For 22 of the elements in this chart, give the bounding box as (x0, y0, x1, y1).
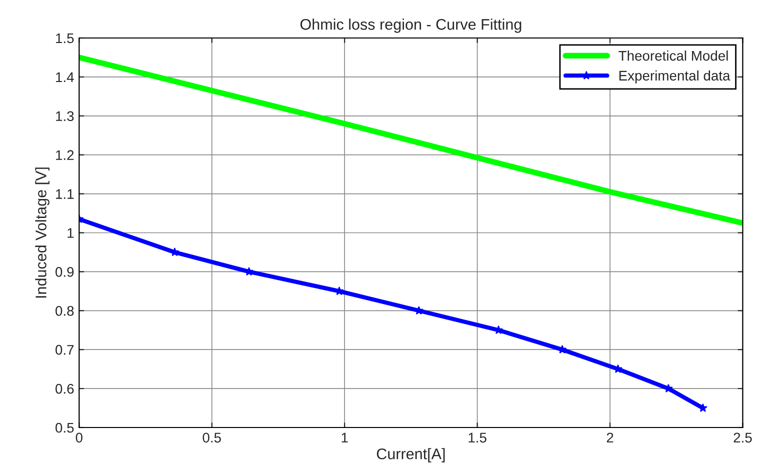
x-axis-title: Current[A] (376, 448, 445, 462)
y-tick-label: 0.7 (56, 344, 74, 355)
legend-label: Theoretical Model (618, 50, 728, 61)
y-tick-label: 1.2 (56, 150, 74, 160)
y-tick-label: 1.1 (56, 189, 74, 199)
legend-label: Experimental data (619, 70, 730, 84)
y-tick-label: 0.8 (56, 306, 74, 316)
y-tick-label: 0.9 (56, 267, 74, 277)
x-tick-label: 1 (342, 432, 348, 442)
x-tick-label: 2.5 (734, 432, 752, 443)
y-tick-label: 1 (68, 228, 74, 238)
x-tick-label: 0.5 (202, 432, 221, 443)
y-tick-label: 0.5 (56, 422, 74, 433)
y-tick-label: 0.6 (56, 384, 74, 394)
x-tick-label: 0 (76, 432, 82, 443)
y-tick-label: 1.5 (56, 33, 74, 44)
y-tick-label: 1.3 (56, 111, 74, 122)
y-tick-label: 1.4 (56, 72, 74, 82)
y-axis-title: Induced Voltage [V] (35, 168, 50, 298)
x-tick-label: 1.5 (468, 432, 486, 443)
x-tick-label: 2 (606, 432, 614, 442)
chart-title: Ohmic loss region - Curve Fitting (300, 18, 522, 33)
